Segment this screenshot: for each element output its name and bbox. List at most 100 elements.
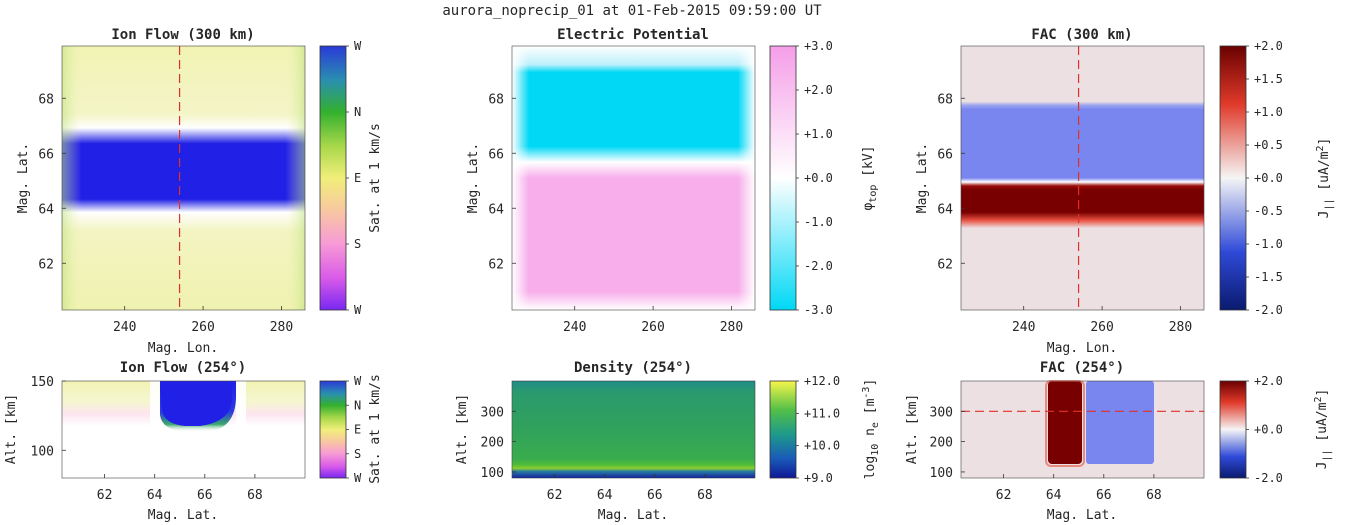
y-tick-label: 66 <box>937 147 953 162</box>
x-axis: 240 260 280 <box>563 306 743 335</box>
heatmap-image <box>62 46 305 310</box>
y-tick-label: 100 <box>930 466 953 481</box>
colorbar-tick-label: S <box>354 447 361 461</box>
y-tick-label: 100 <box>31 444 54 459</box>
x-tick-label: 68 <box>697 488 713 503</box>
y-axis-label: Alt. [km] <box>455 394 470 464</box>
y-tick-label: 200 <box>481 436 504 451</box>
colorbar-gradient <box>319 380 347 479</box>
panel-title: Electric Potential <box>557 27 709 43</box>
colorbar-tick-label: W <box>354 471 362 485</box>
colorbar-tick-label: -2.0 <box>804 259 833 273</box>
panel-title: Ion Flow (300 km) <box>111 27 254 43</box>
colorbar: +2.0 +0.0 -2.0 J|| [uA/m2] <box>1219 374 1333 485</box>
x-tick-label: 66 <box>197 488 213 503</box>
panel-density-254: Density (254°) 62 64 66 68 100 200 300 Mag. L… <box>455 360 881 523</box>
heatmap-image <box>961 46 1204 310</box>
colorbar-tick-label: -1.0 <box>1254 237 1283 251</box>
colorbar-tick-label: -3.0 <box>804 303 833 317</box>
colorbar-tick-label: -0.5 <box>1254 204 1283 218</box>
y-tick-label: 62 <box>488 257 504 272</box>
colorbar-tick-label: S <box>354 237 361 251</box>
colorbar-tick-label: +1.0 <box>804 127 833 141</box>
x-axis-label: Mag. Lat. <box>598 508 668 523</box>
x-tick-label: 64 <box>147 488 163 503</box>
x-tick-label: 240 <box>563 320 586 335</box>
colorbar: +3.0 +2.0 +1.0 +0.0 -1.0 -2.0 -3.0 φtop [kV] <box>769 39 879 317</box>
colorbar-tick-label: +3.0 <box>804 39 833 53</box>
y-tick-label: 150 <box>31 375 54 390</box>
colorbar: +2.0 +1.5 +1.0 +0.5 +0.0 -0.5 -1.0 -1.5 -2.0 J||… <box>1219 39 1335 317</box>
panel-fac-300: FAC (300 km) 240 260 280 62 64 66 68 Mag. Lon… <box>915 27 1335 356</box>
panel-title: FAC (300 km) <box>1031 27 1132 43</box>
x-tick-label: 260 <box>641 320 664 335</box>
figure-suptitle: aurora_noprecip_01 at 01-Feb-2015 09:59:… <box>442 3 822 19</box>
x-axis-label: Mag. Lon. <box>1047 341 1117 356</box>
colorbar-label: Sat. at 1 km/s <box>368 374 383 484</box>
y-axis-label: Alt. [km] <box>4 394 19 464</box>
colorbar-tick-label: -1.5 <box>1254 270 1283 284</box>
y-tick-label: 300 <box>481 405 504 420</box>
colorbar-gradient <box>769 380 797 479</box>
colorbar-tick-label: +0.0 <box>804 171 833 185</box>
panel-title: Density (254°) <box>574 360 692 376</box>
colorbar-tick-label: +2.0 <box>1254 374 1283 388</box>
x-tick-label: 62 <box>97 488 113 503</box>
panel-title: Ion Flow (254°) <box>120 360 246 376</box>
colorbar-tick-label: -2.0 <box>1254 471 1283 485</box>
colorbar-gradient <box>319 45 347 311</box>
colorbar-tick-label: N <box>354 105 361 119</box>
x-tick-label: 280 <box>720 320 743 335</box>
y-axis: 100 150 <box>31 375 306 479</box>
y-tick-label: 62 <box>937 257 953 272</box>
x-tick-label: 260 <box>191 320 214 335</box>
x-axis-label: Mag. Lon. <box>148 341 218 356</box>
y-axis: 62 64 66 68 <box>38 45 306 311</box>
colorbar-tick-label: +0.0 <box>1254 423 1283 437</box>
colorbar-gradient <box>1219 380 1247 479</box>
y-tick-label: 64 <box>488 202 504 217</box>
colorbar-tick-label: W <box>354 303 362 317</box>
colorbar-label: Sat. at 1 km/s <box>368 123 383 233</box>
heatmap-image <box>62 381 305 478</box>
x-tick-label: 66 <box>1096 488 1112 503</box>
colorbar-tick-label: +0.0 <box>1254 171 1283 185</box>
heatmap-image <box>512 381 755 478</box>
axes-frame <box>511 380 756 479</box>
x-axis: 240 260 280 <box>1012 306 1192 335</box>
x-tick-label: 62 <box>547 488 563 503</box>
y-tick-label: 64 <box>38 202 54 217</box>
axes-frame <box>61 45 306 311</box>
x-tick-label: 280 <box>270 320 293 335</box>
colorbar-tick-label: E <box>354 423 361 437</box>
y-axis: 62 64 66 68 <box>488 45 756 311</box>
x-axis: 62 64 66 68 <box>547 474 713 503</box>
x-axis: 62 64 66 68 <box>97 474 263 503</box>
x-tick-label: 260 <box>1090 320 1113 335</box>
x-tick-label: 240 <box>1012 320 1035 335</box>
heatmap-image <box>512 46 755 310</box>
colorbar-gradient <box>769 45 797 311</box>
x-tick-label: 62 <box>996 488 1012 503</box>
y-tick-label: 66 <box>488 147 504 162</box>
x-tick-label: 66 <box>647 488 663 503</box>
colorbar-tick-label: +10.0 <box>804 439 840 453</box>
y-tick-label: 68 <box>488 92 504 107</box>
y-tick-label: 200 <box>930 436 953 451</box>
panel-ion-flow-254: Ion Flow (254°) 62 64 66 68 100 150 Mag. Lat… <box>4 360 383 523</box>
colorbar-tick-label: +11.0 <box>804 406 840 420</box>
x-axis-label: Mag. Lat. <box>148 508 218 523</box>
axes-frame <box>511 45 756 311</box>
y-axis: 62 64 66 68 <box>937 45 1205 311</box>
y-axis-label: Mag. Lat. <box>466 143 481 213</box>
axes-frame <box>960 45 1205 311</box>
y-tick-label: 66 <box>38 147 54 162</box>
panel-title: FAC (254°) <box>1040 360 1124 376</box>
axes-frame <box>61 380 306 479</box>
colorbar-tick-label: N <box>354 398 361 412</box>
panel-electric-potential: Electric Potential 240 260 280 62 64 66 68 Ma… <box>466 27 879 335</box>
colorbar-tick-label: +0.5 <box>1254 138 1283 152</box>
